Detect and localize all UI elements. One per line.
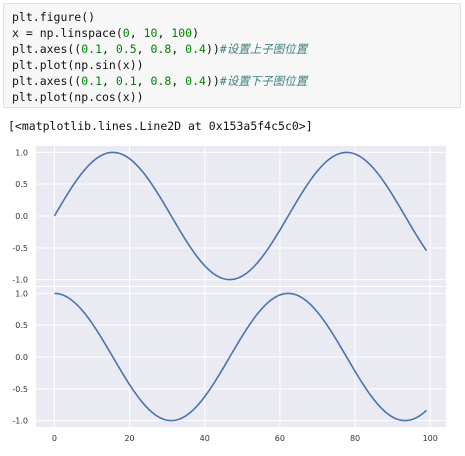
y-tick-label: 0.0 bbox=[15, 212, 28, 221]
y-tick-label: 1.0 bbox=[15, 289, 28, 298]
x-tick-label: 20 bbox=[124, 434, 134, 443]
cos-subplot: 1.0 0.5 0.0 -0.5 -1.0 0 20 40 60 80 100 bbox=[12, 287, 446, 443]
y-tick-label: 0.5 bbox=[15, 321, 28, 330]
sin-subplot: 1.0 0.5 0.0 -0.5 -1.0 bbox=[12, 146, 446, 286]
x-tick-label: 60 bbox=[275, 434, 285, 443]
y-tick-label: -0.5 bbox=[12, 244, 28, 253]
y-tick-label: -1.0 bbox=[12, 276, 28, 285]
x-tick-label: 80 bbox=[350, 434, 360, 443]
x-tick-label: 100 bbox=[423, 434, 438, 443]
x-tick-label: 40 bbox=[200, 434, 210, 443]
y-tick-label: -1.0 bbox=[12, 417, 28, 426]
y-tick-label: 1.0 bbox=[15, 148, 28, 157]
y-tick-label: 0.0 bbox=[15, 353, 28, 362]
y-tick-label: -0.5 bbox=[12, 385, 28, 394]
y-tick-label: 0.5 bbox=[15, 180, 28, 189]
x-tick-label: 0 bbox=[52, 434, 57, 443]
